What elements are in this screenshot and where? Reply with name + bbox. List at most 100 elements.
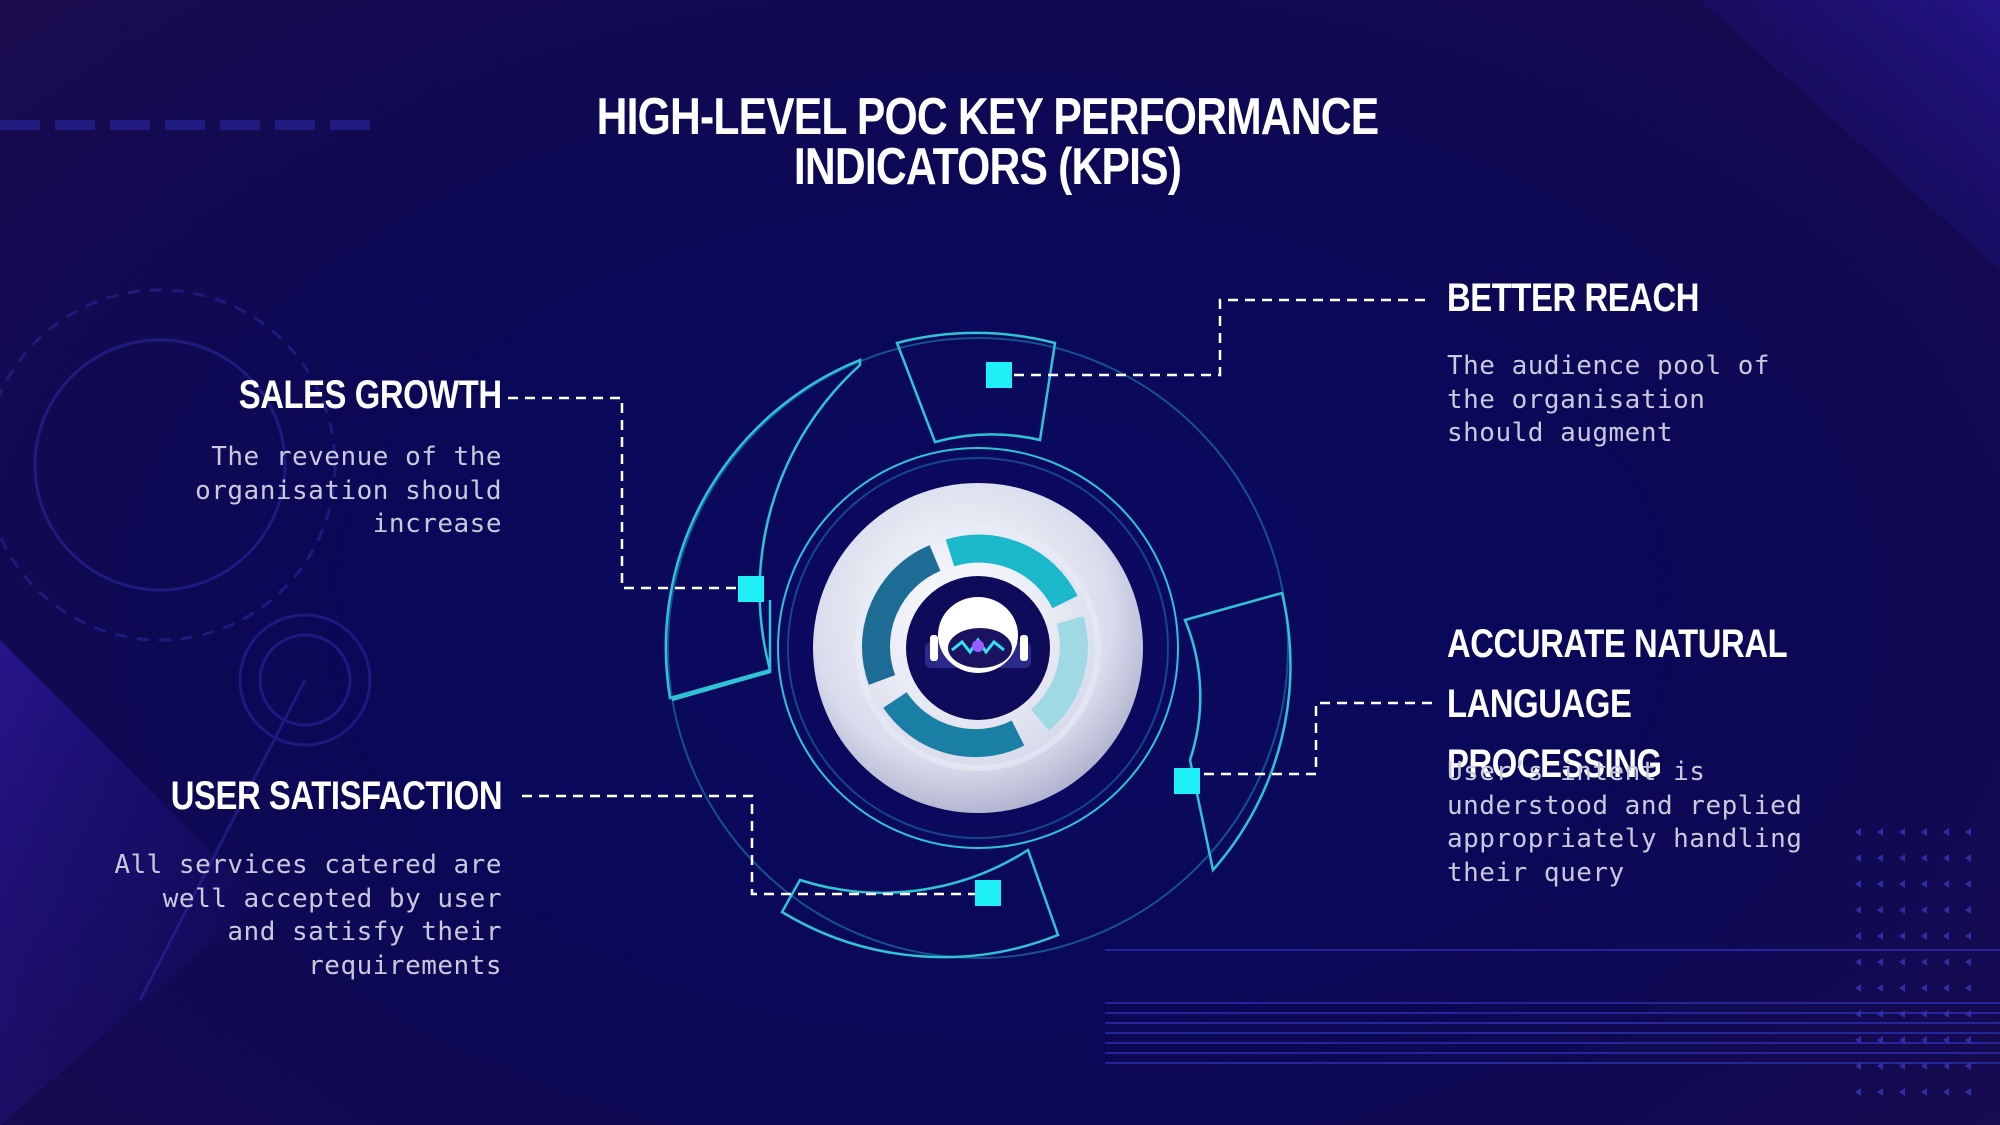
inner-ring-2 (787, 457, 1169, 839)
dot-grid-mark (1921, 854, 1927, 862)
outer-segments (664, 331, 1292, 959)
dot-grid-mark (1855, 1036, 1861, 1044)
dot-grid-mark (1943, 854, 1949, 862)
dot-grid-mark (1965, 906, 1971, 914)
dot-grid-mark (1921, 828, 1927, 836)
bottom-right-lines (1105, 949, 2000, 1064)
dot-grid-mark (1943, 932, 1949, 940)
robot-head-icon (925, 597, 1031, 673)
dot-grid-mark (1943, 1036, 1949, 1044)
outer-ring (667, 337, 1289, 959)
dot-grid-mark (1965, 1010, 1971, 1018)
dot-grid-mark (1877, 1062, 1883, 1070)
segment-left-arc (664, 358, 862, 700)
dot-grid-mark (1877, 854, 1883, 862)
dot-grid-mark (1877, 958, 1883, 966)
dot-grid-mark (1965, 828, 1971, 836)
dot-grid-mark (1877, 828, 1883, 836)
dot-grid-mark (1965, 1088, 1971, 1096)
disc-arc-right (1030, 616, 1088, 731)
dot-grid-mark (1921, 1036, 1927, 1044)
dot-grid-mark (1943, 1088, 1949, 1096)
connector-better-reach (1010, 298, 1425, 377)
dot-grid-mark (1943, 958, 1949, 966)
dot-grid-mark (1965, 984, 1971, 992)
dot-grid-mark (1943, 1062, 1949, 1070)
inner-ring (777, 447, 1179, 849)
dot-grid-mark (1921, 1010, 1927, 1018)
dot-grid-mark (1855, 906, 1861, 914)
dot-grid-mark (1899, 1062, 1905, 1070)
dot-grid-mark (1965, 854, 1971, 862)
dot-grid-mark (1921, 1062, 1927, 1070)
dot-grid-mark (1855, 1062, 1861, 1070)
disc-ring-highlight (855, 525, 1101, 771)
dot-grid-mark (1943, 906, 1949, 914)
disc-arcs (862, 534, 1088, 758)
dot-grid-mark (1899, 1010, 1905, 1018)
kpi-sales-growth-description: The revenue of the organisation should i… (195, 442, 502, 539)
segment-top (895, 331, 1057, 444)
dot-grid-mark (1855, 854, 1861, 862)
dot-grid-mark (1921, 984, 1927, 992)
marker-sales-growth (738, 576, 764, 602)
dot-grid-mark (1899, 828, 1905, 836)
dot-grid-mark (1899, 854, 1905, 862)
kpi-accurate-nlp-description: User’s intent is understood and replied … (1447, 757, 1803, 888)
dot-grid-mark (1921, 932, 1927, 940)
dot-grid-mark (1965, 1036, 1971, 1044)
disc-arc-bottom (883, 691, 1025, 758)
kpi-user-satisfaction-description: All services catered are well accepted b… (114, 850, 502, 981)
segment-left-edge (671, 600, 772, 702)
dot-grid-mark (1965, 932, 1971, 940)
dot-grid-mark (1921, 958, 1927, 966)
dot-grid-mark (1921, 1088, 1927, 1096)
bottom-left-panel (0, 640, 260, 1125)
dot-grid-mark (1855, 958, 1861, 966)
dot-grid-mark (1855, 828, 1861, 836)
dot-grid-mark (1943, 984, 1949, 992)
dot-grid-mark (1877, 906, 1883, 914)
dot-grid-mark (1899, 932, 1905, 940)
dot-grid-mark (1965, 958, 1971, 966)
slide-title: HIGH-LEVEL POC KEY PERFORMANCE INDICATOR… (596, 88, 1380, 196)
markers (738, 362, 1200, 906)
kpi-sales-growth-title: SALES GROWTH (239, 373, 502, 417)
connectors (508, 298, 1432, 896)
dot-grid-mark (1943, 880, 1949, 888)
dot-grid-mark (1877, 1010, 1883, 1018)
connector-accurate-nlp (1200, 701, 1432, 776)
dot-grid-mark (1943, 1010, 1949, 1018)
dot-grid-mark (1877, 932, 1883, 940)
dot-grid-mark (1877, 1036, 1883, 1044)
connector-sales-growth (508, 396, 740, 590)
dot-grid-mark (1877, 1088, 1883, 1096)
dot-grid-mark (1855, 880, 1861, 888)
disc-arc-top (945, 534, 1078, 609)
segment-right (1183, 591, 1292, 873)
marker-better-reach (986, 362, 1012, 388)
dot-grid-mark (1899, 984, 1905, 992)
top-right-panel (1700, 0, 2000, 270)
dot-grid-mark (1855, 1088, 1861, 1096)
kpi-user-satisfaction-title: USER SATISFACTION (170, 774, 503, 818)
dot-grid-mark (1899, 1088, 1905, 1096)
dot-grid-mark (1965, 1062, 1971, 1070)
dot-grid-mark (1921, 880, 1927, 888)
dot-grid-mark (1899, 880, 1905, 888)
kpi-accurate-nlp-title: ACCURATE NATURAL LANGUAGE PROCESSING (1447, 622, 1787, 786)
marker-accurate-nlp (1174, 768, 1200, 794)
dot-grid-mark (1877, 880, 1883, 888)
kpi-better-reach-description: The audience pool of the organisation sh… (1447, 351, 1771, 448)
left-tech-circles (0, 288, 372, 1001)
segment-bottom (780, 848, 1060, 959)
dot-grid-mark (1921, 906, 1927, 914)
dot-grid-mark (1899, 1036, 1905, 1044)
dot-grid-mark (1855, 1010, 1861, 1018)
marker-user-satisfaction (975, 880, 1001, 906)
bottom-right-dot-grid (1855, 828, 1971, 1096)
disc-arc-left (862, 545, 941, 685)
connector-user-satisfaction (522, 794, 982, 896)
